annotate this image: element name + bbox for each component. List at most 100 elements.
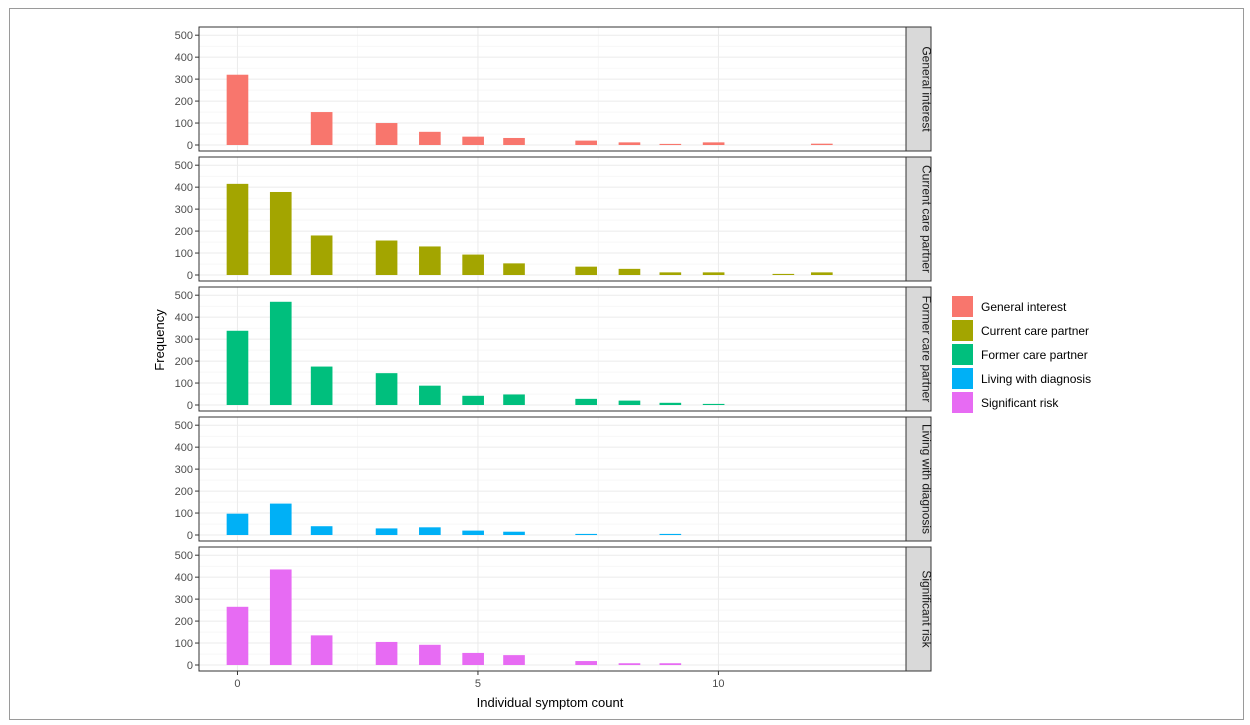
y-tick-label: 100 <box>175 118 193 130</box>
legend-key-general-interest <box>952 296 973 317</box>
panel-significant-risk: 0 100 200 300 400 500 Significant risk <box>175 546 934 672</box>
panel-background <box>199 157 906 281</box>
bar-living-with-diagnosis-2 <box>310 526 333 535</box>
y-tick-label: 300 <box>175 464 193 476</box>
bar-significant-risk-3 <box>375 641 398 665</box>
bar-significant-risk-6 <box>503 655 525 665</box>
bar-living-with-diagnosis-4 <box>419 527 441 535</box>
bar-former-care-partner-3 <box>375 373 398 405</box>
bar-living-with-diagnosis-5 <box>462 530 484 535</box>
bar-former-care-partner-10 <box>702 403 725 405</box>
facet-strip <box>905 546 932 672</box>
bar-general-interest-0 <box>226 74 249 145</box>
facet-strip <box>905 286 932 412</box>
bar-living-with-diagnosis-1 <box>269 503 292 535</box>
bar-former-care-partner-5 <box>462 395 484 405</box>
bar-former-care-partner-7 <box>575 398 597 405</box>
y-tick-label: 300 <box>175 204 193 216</box>
y-tick-label: 200 <box>175 356 193 368</box>
bar-general-interest-9 <box>702 142 725 145</box>
y-tick-label: 500 <box>175 290 193 302</box>
bar-significant-risk-8 <box>618 663 641 665</box>
legend-key-current-care-partner <box>952 320 973 341</box>
y-tick-label: 0 <box>187 400 193 412</box>
y-tick-label: 100 <box>175 508 193 520</box>
y-tick-label: 500 <box>175 420 193 432</box>
bar-current-care-partner-6 <box>503 263 525 275</box>
legend-key-significant-risk <box>952 392 973 413</box>
y-tick-label: 0 <box>187 270 193 282</box>
x-tick-label: 10 <box>712 678 724 690</box>
bar-general-interest-10 <box>811 143 833 145</box>
bar-significant-risk-5 <box>462 652 484 665</box>
panel-background <box>199 547 906 671</box>
bar-general-interest-6 <box>575 140 597 145</box>
y-tick-label: 300 <box>175 74 193 86</box>
bar-significant-risk-1 <box>269 569 292 665</box>
bar-former-care-partner-0 <box>226 330 249 405</box>
bar-living-with-diagnosis-7 <box>575 533 597 535</box>
bar-living-with-diagnosis-0 <box>226 513 249 535</box>
bar-former-care-partner-1 <box>269 301 292 405</box>
bar-general-interest-5 <box>503 137 525 145</box>
bar-former-care-partner-8 <box>618 400 641 405</box>
bar-general-interest-7 <box>618 142 641 145</box>
x-tick-label: 0 <box>234 678 240 690</box>
y-tick-label: 300 <box>175 594 193 606</box>
bar-general-interest-3 <box>419 131 441 145</box>
y-tick-label: 500 <box>175 160 193 172</box>
facet-strip-label-former-care-partner: Former care partner <box>920 296 934 403</box>
y-tick-label: 100 <box>175 638 193 650</box>
panel-background <box>199 27 906 151</box>
y-tick-label: 400 <box>175 52 193 64</box>
y-tick-label: 200 <box>175 226 193 238</box>
y-tick-label: 0 <box>187 660 193 672</box>
y-tick-label: 200 <box>175 96 193 108</box>
facet-strip-label-living-with-diagnosis: Living with diagnosis <box>920 424 934 534</box>
y-axis-title: Frequency <box>152 309 167 371</box>
y-tick-label: 200 <box>175 616 193 628</box>
bar-living-with-diagnosis-8 <box>659 533 682 535</box>
bar-former-care-partner-9 <box>659 402 682 405</box>
bar-current-care-partner-5 <box>462 254 484 275</box>
panel-living-with-diagnosis: 0 100 200 300 400 500 Living with diagnosis <box>175 416 934 542</box>
bar-current-care-partner-8 <box>618 268 641 275</box>
bar-significant-risk-2 <box>310 635 333 665</box>
legend-label-living-with-diagnosis: Living with diagnosis <box>981 372 1091 386</box>
panel-current-care-partner: 0 100 200 300 400 500 Current care partner <box>175 156 934 282</box>
panel-background <box>199 417 906 541</box>
y-tick-label: 0 <box>187 140 193 152</box>
bar-current-care-partner-0 <box>226 183 249 275</box>
bar-living-with-diagnosis-3 <box>375 528 398 535</box>
legend-label-significant-risk: Significant risk <box>981 396 1059 410</box>
bar-current-care-partner-2 <box>310 235 333 275</box>
legend-key-living-with-diagnosis <box>952 368 973 389</box>
bar-current-care-partner-3 <box>375 240 398 275</box>
bar-current-care-partner-4 <box>419 246 441 275</box>
x-tick-label: 5 <box>475 678 481 690</box>
bar-general-interest-2 <box>375 123 398 145</box>
bar-significant-risk-9 <box>659 663 682 665</box>
bar-significant-risk-7 <box>575 661 597 665</box>
legend-label-general-interest: General interest <box>981 300 1067 314</box>
facet-strip <box>905 416 932 542</box>
y-tick-label: 100 <box>175 248 193 260</box>
panel-former-care-partner: 0 100 200 300 400 500 Former care partner <box>175 286 934 412</box>
facet-strip-label-significant-risk: Significant risk <box>920 570 934 648</box>
facet-strip <box>905 156 932 282</box>
bar-living-with-diagnosis-6 <box>503 531 525 535</box>
bar-former-care-partner-6 <box>503 394 525 405</box>
bar-current-care-partner-10 <box>702 272 725 275</box>
bar-former-care-partner-4 <box>419 385 441 405</box>
y-tick-label: 400 <box>175 312 193 324</box>
bar-general-interest-1 <box>310 112 333 145</box>
facet-strip-label-current-care-partner: Current care partner <box>920 165 934 273</box>
panel-general-interest: 0 100 200 300 400 500 General interest <box>175 26 934 152</box>
bar-general-interest-4 <box>462 136 484 145</box>
bar-current-care-partner-1 <box>269 191 292 275</box>
bar-significant-risk-4 <box>419 644 441 665</box>
bar-former-care-partner-2 <box>310 366 333 405</box>
legend-key-former-care-partner <box>952 344 973 365</box>
